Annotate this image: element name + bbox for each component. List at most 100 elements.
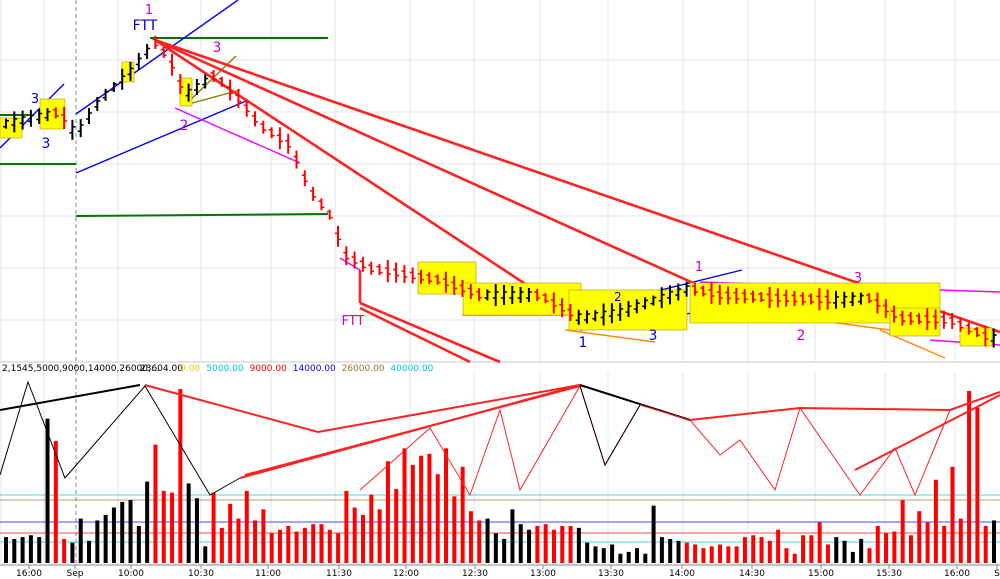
price-line-3 [75,213,329,217]
volume-level-lines [0,494,1000,543]
volume-bar-25 [211,492,216,563]
volume-bar-17 [145,481,150,563]
volume-bar-59 [493,533,498,563]
volume-bar-62 [518,524,523,563]
volume-bar-18 [153,444,158,563]
zigzag-line-9 [579,385,641,467]
highlight-box-8 [889,307,941,337]
volume-bar-69 [576,527,581,563]
volume-bar-113 [942,526,947,563]
volume-bar-46 [385,461,390,563]
volume-bar-92 [767,540,772,563]
zigzag-line-1 [144,384,581,434]
volume-level-label-0: 0.00 [180,364,200,374]
volume-last-value: 23604.00 [140,364,183,374]
zigzag-line-5 [689,391,1000,421]
annotation-12: 3 [31,92,39,107]
volume-bar-90 [751,535,756,563]
volume-bar-77 [643,553,648,563]
volume-bar-91 [759,537,764,563]
price-line-19 [154,38,701,288]
volume-bar-60 [502,538,507,563]
price-line-5 [75,0,239,115]
volume-bar-4 [37,537,42,563]
x-tick-label-14: 16:00 [944,569,970,579]
volume-bar-68 [568,526,573,563]
volume-bar-87 [726,546,731,563]
annotation-5: FTT [342,314,365,329]
volume-params: 2,1545,5000,9000,14000,26000,... [2,364,159,374]
highlight-box-1 [39,98,66,130]
annotation-8: 3 [649,328,658,344]
zigzag-line-6 [854,394,1000,471]
x-tick-label-8: 13:00 [530,569,556,579]
volume-bar-53 [444,448,449,563]
highlight-box-3 [179,77,193,107]
volume-bar-43 [361,514,366,563]
volume-bar-58 [485,518,490,563]
volume-bar-33 [277,529,282,563]
volume-bar-95 [792,553,797,563]
volume-bar-75 [626,551,631,563]
volume-bar-57 [477,520,482,563]
price-line-10 [339,257,361,271]
volume-bar-31 [261,509,266,563]
volume-bar-52 [435,474,440,563]
x-tick-label-7: 12:30 [462,569,488,579]
volume-bar-73 [610,544,615,563]
volume-bar-111 [925,522,930,563]
volume-bar-115 [958,518,963,563]
highlight-box-0 [0,117,23,139]
volume-bar-5 [45,418,50,563]
volume-bar-104 [867,548,872,563]
price-line-16 [564,329,656,343]
volume-bar-98 [817,522,822,563]
volume-bar-50 [419,455,424,563]
volume-bar-27 [228,503,233,563]
annotation-0: 1 [145,3,153,18]
annotation-10: 1 [695,260,703,275]
volume-bar-9 [78,518,83,563]
volume-bar-42 [352,507,357,563]
volume-level-label-5: 40000.00 [390,364,433,374]
highlight-box-2 [121,61,135,83]
volume-bar-99 [825,544,830,563]
zigzag-line-0 [0,384,141,411]
annotation-7: 1 [579,335,588,351]
x-tick-label-5: 11:30 [326,569,352,579]
volume-bar-86 [718,544,723,563]
volume-bar-32 [269,533,274,563]
price-bars [3,35,997,348]
volume-bar-110 [917,511,922,563]
x-tick-label-10: 14:00 [669,569,695,579]
x-tick-label-9: 13:30 [598,569,624,579]
volume-bar-30 [253,520,258,563]
x-tick-label-1: Sep [67,569,84,579]
volume-bar-19 [161,490,166,563]
volume-bar-21 [178,389,183,563]
volume-bar-64 [535,526,540,563]
volume-bar-11 [95,520,100,563]
volume-bar-100 [834,537,839,563]
volume-bar-7 [62,538,67,563]
volume-bar-16 [136,526,141,563]
volume-bar-116 [967,390,972,563]
annotation-1: FTT [133,18,158,34]
x-tick-label-13: 15:30 [876,569,902,579]
volume-bar-79 [659,537,664,563]
volume-bar-66 [551,529,556,563]
volume-bar-108 [900,500,905,563]
volume-bar-1 [12,538,17,563]
volume-bar-96 [801,535,806,563]
volume-bar-49 [410,464,415,563]
volume-bar-83 [693,544,698,563]
volume-bar-114 [950,466,955,563]
volume-bar-119 [992,520,996,563]
zigzag-line-3 [244,385,581,476]
price-line-6 [75,100,247,174]
x-tick-label-6: 12:00 [393,569,419,579]
volume-bar-107 [892,531,897,563]
volume-bar-61 [510,509,515,563]
